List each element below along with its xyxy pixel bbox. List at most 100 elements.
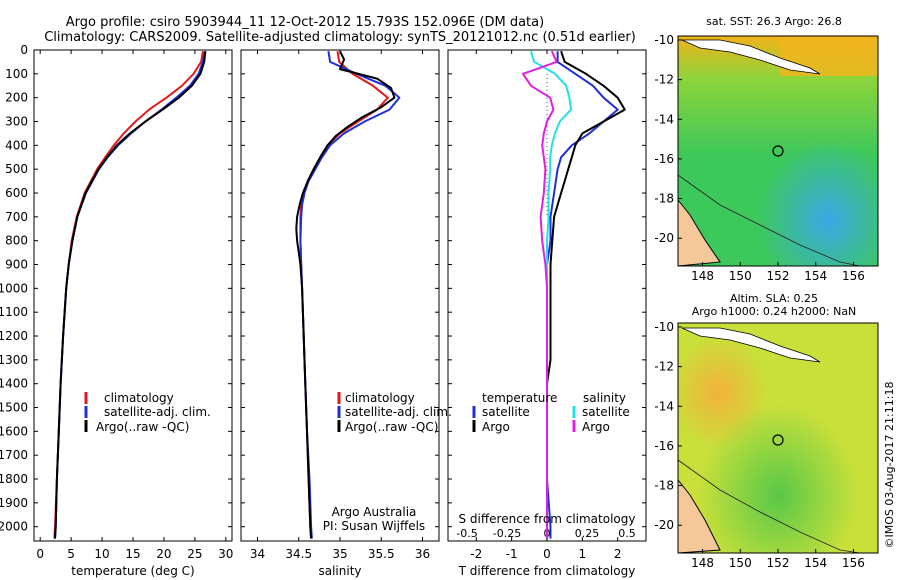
map-lon-tick-label: 150: [729, 556, 752, 570]
map-lat-tick-label: -14: [654, 399, 674, 413]
imos-credit: ©IMOS 03-Aug-2017 21:11:18: [883, 382, 896, 549]
x-tick-label: 15: [125, 547, 140, 561]
sst-map: [677, 35, 879, 267]
x-tick-label: 25: [187, 547, 202, 561]
x-tick-label: 35.5: [368, 547, 395, 561]
x-tick-label: 5: [67, 547, 75, 561]
legend-label-t-argo: Argo: [482, 420, 510, 434]
map-lat-tick-label: -10: [654, 320, 674, 334]
x-tick-label: 0: [36, 547, 44, 561]
sla-map-axes: 148 150 152 154 156 -10 -12 -14 -16 -18 -20: [654, 320, 865, 570]
sst-shelf-contour: [677, 174, 861, 267]
depth-tick-label: 1500: [0, 401, 28, 415]
series-line-argo-raw-qc: [54, 51, 207, 539]
depth-tick-label: 2000: [0, 520, 28, 534]
x-tick-label: -2: [470, 547, 482, 561]
t-difference-axis-label: T difference from climatology: [458, 564, 636, 578]
legend-label-satellite: satellite-adj. clim.: [345, 405, 452, 419]
depth-tick-label: 1200: [0, 329, 28, 343]
map-lon-tick-label: 148: [691, 269, 714, 283]
map-lat-tick-label: -18: [654, 479, 674, 493]
series-line-argo-raw-qc: [295, 50, 396, 539]
map-lat-tick-label: -10: [654, 33, 674, 47]
depth-tick-label: 300: [5, 115, 28, 129]
legend-label-satellite: satellite-adj. clim.: [104, 405, 211, 419]
legend-label-t-satellite: satellite: [482, 405, 530, 419]
sst-argo-location-marker: [772, 145, 784, 157]
legend-label-s-argo: Argo: [582, 420, 610, 434]
x-tick-label: 30: [218, 547, 233, 561]
salinity-panel-frame: [240, 49, 440, 542]
sla-shelf-contour: [677, 459, 861, 554]
map-lon-tick-label: 156: [842, 269, 865, 283]
x-tick-label: -1: [506, 547, 518, 561]
salinity-legend: climatology satellite-adj. clim. Argo(..…: [337, 391, 452, 434]
depth-axis: 0 100 200 300 400 500 600 700 800 900 1000 1100 1200…: [0, 43, 646, 534]
sst-land-islands: [681, 39, 821, 75]
map-lat-tick-label: -18: [654, 192, 674, 206]
legend-label-argo: Argo(..raw -QC): [96, 420, 189, 434]
s-difference-tick-label: 0.5: [618, 527, 636, 540]
depth-tick-label: 200: [5, 91, 28, 105]
map-lon-tick-label: 148: [691, 556, 714, 570]
depth-tick-label: 1800: [0, 472, 28, 486]
x-tick-label: 36: [415, 547, 430, 561]
depth-tick-label: 1000: [0, 281, 28, 295]
map-lat-tick-label: -20: [654, 231, 674, 245]
map-lon-tick-label: 154: [804, 269, 827, 283]
salinity-axis-label: salinity: [318, 564, 361, 578]
figure-title-line1: Argo profile: csiro 5903944_11 12-Oct-20…: [66, 15, 544, 30]
depth-tick-label: 500: [5, 162, 28, 176]
sst-map-title: sat. SST: 26.3 Argo: 26.8: [706, 15, 842, 28]
map-lat-tick-label: -20: [654, 518, 674, 532]
depth-tick-label: 800: [5, 234, 28, 248]
salinity-panel: 34 34.5 35 35.5 36: [250, 50, 430, 561]
map-lon-tick-label: 150: [729, 269, 752, 283]
depth-tick-label: 100: [5, 67, 28, 81]
depth-tick-label: 1600: [0, 424, 28, 438]
legend-title-salinity: salinity: [583, 391, 626, 405]
map-lon-tick-label: 152: [767, 269, 790, 283]
depth-tick-label: 1400: [0, 377, 28, 391]
map-lat-tick-label: -12: [654, 73, 674, 87]
depth-tick-label: 400: [5, 138, 28, 152]
sst-map-axes: 148 150 152 154 156 -10 -12 -14 -16 -18 -20: [654, 33, 865, 283]
series-line-salinity-argo: [522, 50, 558, 539]
depth-tick-label: 1300: [0, 353, 28, 367]
legend-label-climatology: climatology: [345, 391, 415, 405]
sla-argo-location-marker: [772, 434, 784, 446]
series-line-climatology: [299, 51, 389, 539]
depth-tick-label: 1900: [0, 496, 28, 510]
map-lat-tick-label: -16: [654, 152, 674, 166]
depth-tick-label: 600: [5, 186, 28, 200]
legend-label-s-satellite: satellite: [582, 405, 630, 419]
map-lon-tick-label: 154: [804, 556, 827, 570]
data-source-label: Argo Australia: [332, 505, 417, 519]
x-tick-label: 34: [250, 547, 265, 561]
x-tick-label: 10: [94, 547, 109, 561]
x-tick-label: 1: [579, 547, 587, 561]
series-line-climatology: [53, 51, 204, 539]
temperature-panel: 0 5 10 15 20 25 30: [36, 50, 233, 561]
legend-label-argo: Argo(..raw -QC): [345, 420, 438, 434]
temperature-legend: climatology satellite-adj. clim. Argo(..…: [84, 391, 211, 434]
sla-land-islands: [681, 327, 821, 363]
series-line-satellite-adj-clim: [54, 51, 206, 539]
pi-name-label: PI: Susan Wijffels: [323, 519, 425, 533]
map-lon-tick-label: 152: [767, 556, 790, 570]
x-tick-label: 20: [156, 547, 171, 561]
depth-tick-label: 1700: [0, 448, 28, 462]
sla-low-region: [678, 323, 878, 553]
x-tick-label: 35: [332, 547, 347, 561]
difference-legend: temperature satellite Argo salinity sate…: [472, 391, 630, 434]
depth-tick-label: 900: [5, 258, 28, 272]
depth-tick-label: 700: [5, 210, 28, 224]
s-difference-axis-label: S difference from climatology: [459, 512, 636, 526]
x-tick-label: 0: [543, 547, 551, 561]
map-lat-tick-label: -16: [654, 439, 674, 453]
depth-tick-label: 1100: [0, 305, 28, 319]
map-lat-tick-label: -12: [654, 360, 674, 374]
depth-tick-label: 0: [20, 43, 28, 57]
sla-map: [677, 322, 879, 554]
